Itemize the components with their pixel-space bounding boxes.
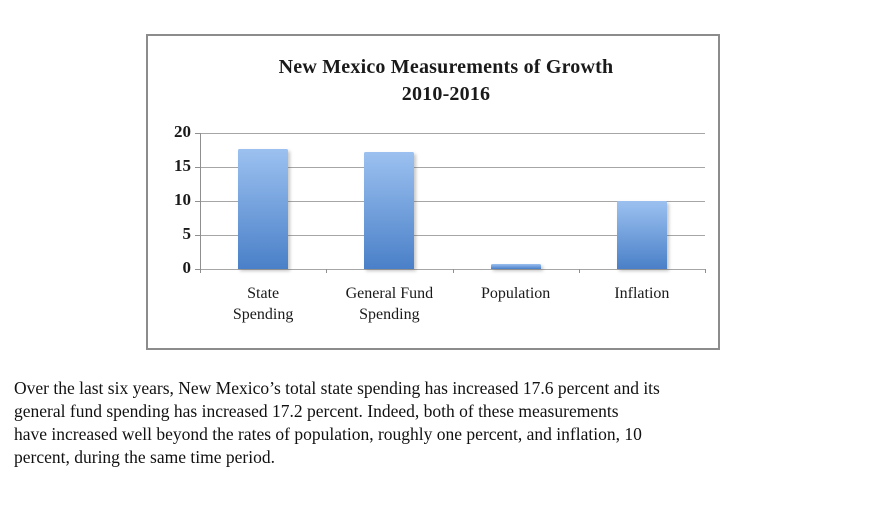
bar-slot-state-spending xyxy=(200,133,326,269)
gridline-15 xyxy=(200,167,705,168)
y-tick-5 xyxy=(195,235,200,236)
y-axis-label: 0 xyxy=(182,258,192,278)
gridline-20 xyxy=(200,133,705,134)
x-axis-label-population: Population xyxy=(480,285,551,302)
y-axis-label: 15 xyxy=(174,156,191,176)
x-tick-1 xyxy=(326,269,328,273)
gridline-10 xyxy=(200,201,705,202)
bar xyxy=(238,149,289,269)
bar-slot-general-fund-spending xyxy=(326,133,452,269)
y-tick-20 xyxy=(195,133,200,134)
bar-slot-population xyxy=(453,133,579,269)
y-axis-line xyxy=(200,133,201,273)
caption-paragraph: Over the last six years, New Mexico’s to… xyxy=(14,378,660,467)
y-axis-label: 5 xyxy=(182,224,192,244)
x-tick-2 xyxy=(452,269,454,273)
bar xyxy=(364,152,415,269)
bar xyxy=(616,201,667,269)
bar-series xyxy=(200,133,705,269)
chart-frame: New Mexico Measurements of Growth 2010-2… xyxy=(146,34,720,350)
y-tick-10 xyxy=(195,201,200,202)
x-tick-0 xyxy=(200,269,201,273)
bar xyxy=(490,264,541,269)
x-axis-label-state-spending: State Spending xyxy=(232,285,294,323)
chart-title: New Mexico Measurements of Growth 2010-2… xyxy=(278,56,614,105)
x-axis-label-general-fund-spending: General Fund Spending xyxy=(345,285,434,323)
gridline-5 xyxy=(200,235,705,236)
x-axis-labels: State Spending General Fund Spending Pop… xyxy=(200,283,705,325)
y-axis-label: 10 xyxy=(174,190,191,210)
x-tick-4 xyxy=(705,269,706,273)
y-axis-label: 20 xyxy=(174,122,191,142)
plot-area: 20 15 10 5 0 xyxy=(174,122,706,277)
y-tick-15 xyxy=(195,167,200,168)
x-axis-label-inflation: Inflation xyxy=(614,285,670,302)
x-tick-3 xyxy=(578,269,580,273)
y-tick-0 xyxy=(195,269,200,270)
bar-slot-inflation xyxy=(579,133,705,269)
